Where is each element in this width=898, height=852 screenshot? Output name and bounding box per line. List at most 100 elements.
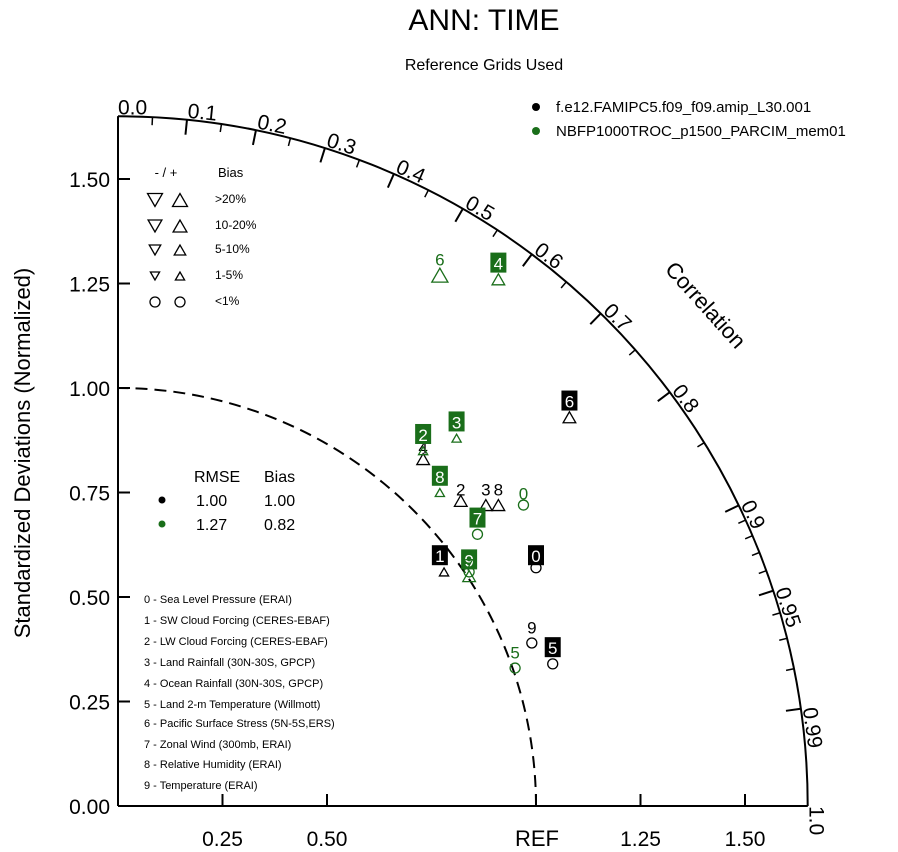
correlation-minor-tick bbox=[219, 123, 223, 133]
point-label-box bbox=[415, 423, 432, 444]
point-label: 5 bbox=[548, 639, 557, 658]
bias-legend-row-label: 10-20% bbox=[215, 218, 257, 232]
triangle-up-marker bbox=[453, 494, 469, 508]
variable-item: 6 - Pacific Surface Stress (5N-5S,ERS) bbox=[144, 718, 335, 730]
bias-legend-negative-marker bbox=[148, 244, 162, 257]
point-label-box bbox=[561, 390, 578, 411]
x-tick-label: 1.50 bbox=[725, 828, 766, 851]
y-tick-label: 0.25 bbox=[69, 692, 110, 715]
correlation-tick-label: 0.0 bbox=[118, 96, 147, 119]
series-legend-marker-0 bbox=[532, 103, 540, 111]
summary-header-bias: Bias bbox=[264, 469, 295, 486]
y-axis-label: Standardized Deviations (Normalized) bbox=[10, 268, 35, 639]
ref-std-arc bbox=[117, 387, 537, 807]
variable-list: 0 - Sea Level Pressure (ERAI) 1 - SW Clo… bbox=[144, 594, 335, 792]
triangle-up-marker bbox=[415, 452, 431, 466]
bias-legend-positive-marker bbox=[173, 243, 187, 256]
variable-item: 0 - Sea Level Pressure (ERAI) bbox=[144, 594, 292, 606]
correlation-minor-tick bbox=[287, 138, 292, 147]
correlation-tick-label: 0.3 bbox=[324, 129, 359, 160]
correlation-tick-label: 0.7 bbox=[599, 299, 636, 336]
bias-legend-positive-marker bbox=[171, 218, 189, 233]
variable-item: 3 - Land Rainfall (30N-30S, GPCP) bbox=[144, 657, 315, 669]
correlation-minor-tick bbox=[751, 551, 760, 557]
circle-marker bbox=[517, 499, 530, 511]
y-tick-label: 1.00 bbox=[69, 378, 110, 401]
bias-legend-row-label: 1-5% bbox=[215, 268, 243, 282]
summary-header-rmse: RMSE bbox=[194, 469, 240, 486]
variable-item: 8 - Relative Humidity (ERAI) bbox=[144, 759, 282, 771]
bias-legend-positive-marker bbox=[174, 270, 186, 281]
bias-legend-row-label: <1% bbox=[215, 294, 240, 308]
point-label-box bbox=[448, 411, 465, 432]
correlation-minor-tick bbox=[560, 281, 567, 289]
point-label: 9 bbox=[527, 618, 536, 637]
correlation-tick bbox=[184, 119, 188, 135]
triangle-up-marker bbox=[430, 266, 450, 283]
y-tick-label: 1.25 bbox=[69, 274, 110, 297]
point-label-box bbox=[544, 637, 561, 658]
point-label-box bbox=[461, 549, 478, 570]
circle-marker bbox=[526, 637, 538, 649]
y-tick-label: 0.50 bbox=[69, 587, 110, 610]
series-legend-label-1: NBFP1000TROC_p1500_PARCIM_mem01 bbox=[556, 123, 846, 140]
point-label: 3 bbox=[481, 480, 490, 499]
point-label: 6 bbox=[565, 393, 574, 412]
triangle-up-marker bbox=[561, 410, 577, 424]
correlation-minor-tick bbox=[738, 519, 746, 525]
x-tick-label: 0.50 bbox=[307, 828, 348, 851]
variable-item: 4 - Ocean Rainfall (30N-30S, GPCP) bbox=[144, 678, 323, 690]
axes: 0.000.250.500.751.001.251.500.25 0.50 1.25… bbox=[69, 96, 828, 851]
correlation-arc bbox=[117, 115, 809, 807]
variable-item: 1 - SW Cloud Forcing (CERES-EBAF) bbox=[144, 615, 330, 627]
point-label: 0 bbox=[519, 485, 528, 504]
point-label: 4 bbox=[494, 255, 503, 274]
variable-item: 9 - Temperature (ERAI) bbox=[144, 780, 258, 792]
correlation-tick bbox=[522, 253, 533, 267]
variable-item: 7 - Zonal Wind (300mb, ERAI) bbox=[144, 739, 291, 751]
correlation-tick-label: 0.4 bbox=[393, 156, 429, 189]
bias-legend-row-label: 5-10% bbox=[215, 242, 250, 256]
point-label: 7 bbox=[464, 556, 473, 575]
triangle-up-marker bbox=[417, 445, 429, 456]
point-label: 2 bbox=[456, 480, 465, 499]
triangle-up-marker bbox=[438, 566, 450, 577]
summary-rmse-1: 1.27 bbox=[196, 517, 227, 534]
correlation-minor-tick bbox=[785, 668, 795, 672]
correlation-tick bbox=[251, 130, 257, 146]
summary-bias-0: 1.00 bbox=[264, 493, 295, 510]
triangle-up-marker bbox=[478, 498, 494, 512]
correlation-tick-label: 0.99 bbox=[798, 706, 827, 750]
point-label: 2 bbox=[418, 426, 427, 445]
bias-legend-positive-marker bbox=[171, 192, 189, 208]
correlation-tick bbox=[589, 312, 602, 325]
bias-legend-signs: - / + bbox=[155, 165, 178, 180]
bias-legend-row-label: >20% bbox=[215, 192, 246, 206]
triangle-up-marker bbox=[490, 272, 506, 286]
correlation-tick bbox=[657, 391, 671, 402]
correlation-tick-label: 0.1 bbox=[187, 100, 218, 126]
point-label: 1 bbox=[435, 547, 444, 566]
bias-legend-header: Bias bbox=[218, 165, 244, 180]
bias-legend-negative-marker bbox=[149, 271, 161, 282]
correlation-tick-label: 1.0 bbox=[805, 806, 828, 835]
variable-item: 5 - Land 2-m Temperature (Willmott) bbox=[144, 699, 320, 711]
triangle-up-marker bbox=[490, 498, 506, 512]
correlation-tick bbox=[724, 504, 740, 513]
correlation-tick-label: 0.2 bbox=[255, 111, 288, 139]
bias-legend-positive-marker bbox=[174, 296, 186, 308]
summary-bias-1: 0.82 bbox=[264, 517, 295, 534]
point-label-box bbox=[431, 545, 448, 566]
correlation-tick bbox=[454, 208, 464, 223]
correlation-tick-label: 0.8 bbox=[667, 380, 703, 417]
circle-marker bbox=[471, 528, 484, 540]
point-label-box bbox=[431, 465, 448, 486]
point-label: 8 bbox=[435, 468, 444, 487]
summary-marker-0 bbox=[158, 496, 166, 504]
correlation-minor-tick bbox=[758, 569, 767, 575]
point-label: 4 bbox=[418, 439, 427, 458]
correlation-tick-label: 0.95 bbox=[770, 584, 805, 630]
variable-item: 2 - LW Cloud Forcing (CERES-EBAF) bbox=[144, 636, 328, 648]
correlation-label: Correlation bbox=[660, 257, 751, 354]
point-label: 5 bbox=[510, 643, 519, 662]
